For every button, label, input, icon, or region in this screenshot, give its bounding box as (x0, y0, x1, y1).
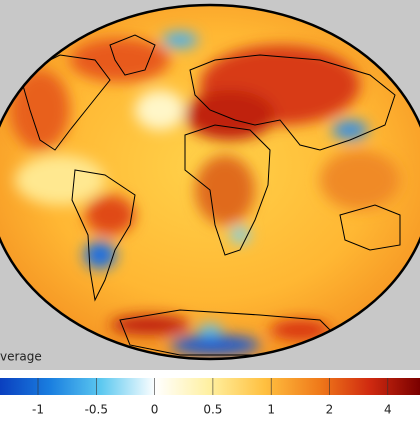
colorbar-tick-label: -0.5 (85, 403, 108, 417)
colorbar-tick-label: 4 (384, 403, 392, 417)
colorbar-tick-label: 0.5 (203, 403, 222, 417)
coastlines (19, 34, 401, 356)
colorbar (0, 378, 420, 395)
colorbar-tick-label: -1 (32, 403, 44, 417)
colorbar-tick-label: 2 (326, 403, 334, 417)
colorbar-tick-label: 1 (267, 403, 275, 417)
legend-label: verage (0, 350, 42, 364)
colorbar-ticks: -1 -0.5 0 0.5 1 2 4 (32, 378, 392, 417)
globe-outline (0, 3, 420, 361)
globe (0, 5, 420, 359)
colorbar-tick-label: 0 (151, 403, 159, 417)
